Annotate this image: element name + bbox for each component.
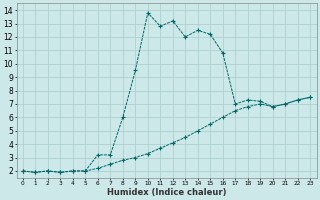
X-axis label: Humidex (Indice chaleur): Humidex (Indice chaleur) <box>107 188 226 197</box>
